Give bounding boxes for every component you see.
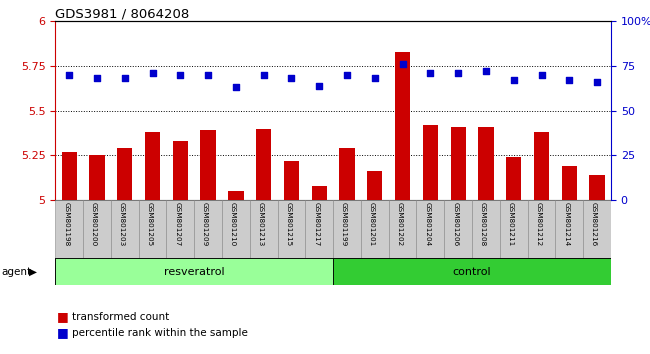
Bar	[62, 152, 77, 200]
Text: GSM801208: GSM801208	[480, 202, 486, 246]
Text: transformed count: transformed count	[72, 312, 169, 322]
Text: ■: ■	[57, 310, 68, 323]
Point	[203, 72, 213, 78]
Bar	[173, 141, 188, 200]
Point	[481, 68, 491, 74]
Bar	[138, 200, 166, 258]
Text: ■: ■	[57, 326, 68, 339]
Point	[231, 85, 241, 90]
Bar	[500, 200, 528, 258]
Bar	[89, 155, 105, 200]
Bar	[284, 161, 299, 200]
Bar	[590, 175, 605, 200]
Text: GSM801203: GSM801203	[119, 202, 125, 246]
Text: GSM801199: GSM801199	[341, 202, 347, 246]
Bar	[55, 200, 83, 258]
Bar	[200, 130, 216, 200]
Point	[259, 72, 269, 78]
Bar	[361, 200, 389, 258]
Text: GSM801209: GSM801209	[202, 202, 208, 246]
Point	[148, 70, 158, 76]
Bar	[422, 125, 438, 200]
Bar	[583, 200, 611, 258]
Point	[120, 76, 130, 81]
Bar	[528, 200, 556, 258]
Bar	[450, 127, 466, 200]
Bar	[333, 200, 361, 258]
Point	[592, 79, 603, 85]
Bar	[256, 129, 271, 200]
Bar	[417, 200, 445, 258]
Bar	[311, 186, 327, 200]
Text: GSM801207: GSM801207	[174, 202, 180, 246]
Bar	[166, 200, 194, 258]
Text: GSM801200: GSM801200	[91, 202, 97, 246]
Point	[286, 76, 296, 81]
Text: GSM801201: GSM801201	[369, 202, 375, 246]
Point	[536, 72, 547, 78]
Bar	[194, 200, 222, 258]
Text: resveratrol: resveratrol	[164, 267, 224, 277]
Text: GSM801211: GSM801211	[508, 202, 514, 246]
Bar	[145, 132, 160, 200]
Bar	[222, 200, 250, 258]
Bar	[534, 132, 549, 200]
Point	[92, 76, 102, 81]
Text: GSM801215: GSM801215	[285, 202, 291, 246]
Point	[342, 72, 352, 78]
Text: agent: agent	[1, 267, 31, 277]
Point	[508, 78, 519, 83]
Bar	[389, 200, 417, 258]
Text: GSM801204: GSM801204	[424, 202, 430, 246]
Text: GSM801212: GSM801212	[536, 202, 541, 246]
Text: control: control	[453, 267, 491, 277]
Point	[370, 76, 380, 81]
Bar	[506, 157, 521, 200]
Text: GSM801205: GSM801205	[146, 202, 153, 246]
Bar	[117, 148, 133, 200]
Text: GDS3981 / 8064208: GDS3981 / 8064208	[55, 7, 190, 20]
Point	[425, 70, 436, 76]
Bar	[367, 171, 382, 200]
Point	[453, 70, 463, 76]
Bar	[111, 200, 138, 258]
Point	[397, 61, 408, 67]
Text: percentile rank within the sample: percentile rank within the sample	[72, 328, 248, 338]
Text: GSM801217: GSM801217	[313, 202, 319, 246]
Bar	[228, 191, 244, 200]
Bar	[339, 148, 355, 200]
Point	[175, 72, 185, 78]
Bar	[445, 200, 472, 258]
Bar	[478, 127, 493, 200]
Bar	[562, 166, 577, 200]
Bar	[55, 258, 333, 285]
Bar	[306, 200, 333, 258]
Text: GSM801214: GSM801214	[564, 202, 569, 246]
Point	[564, 78, 575, 83]
Bar	[472, 200, 500, 258]
Text: ▶: ▶	[29, 267, 37, 277]
Bar	[333, 258, 611, 285]
Text: GSM801202: GSM801202	[396, 202, 402, 246]
Bar	[395, 52, 410, 200]
Bar	[250, 200, 278, 258]
Text: GSM801216: GSM801216	[591, 202, 597, 246]
Bar	[278, 200, 306, 258]
Point	[314, 83, 324, 88]
Bar	[83, 200, 111, 258]
Point	[64, 72, 74, 78]
Text: GSM801206: GSM801206	[452, 202, 458, 246]
Text: GSM801213: GSM801213	[257, 202, 264, 246]
Text: GSM801210: GSM801210	[230, 202, 236, 246]
Bar	[555, 200, 583, 258]
Text: GSM801198: GSM801198	[63, 202, 69, 246]
